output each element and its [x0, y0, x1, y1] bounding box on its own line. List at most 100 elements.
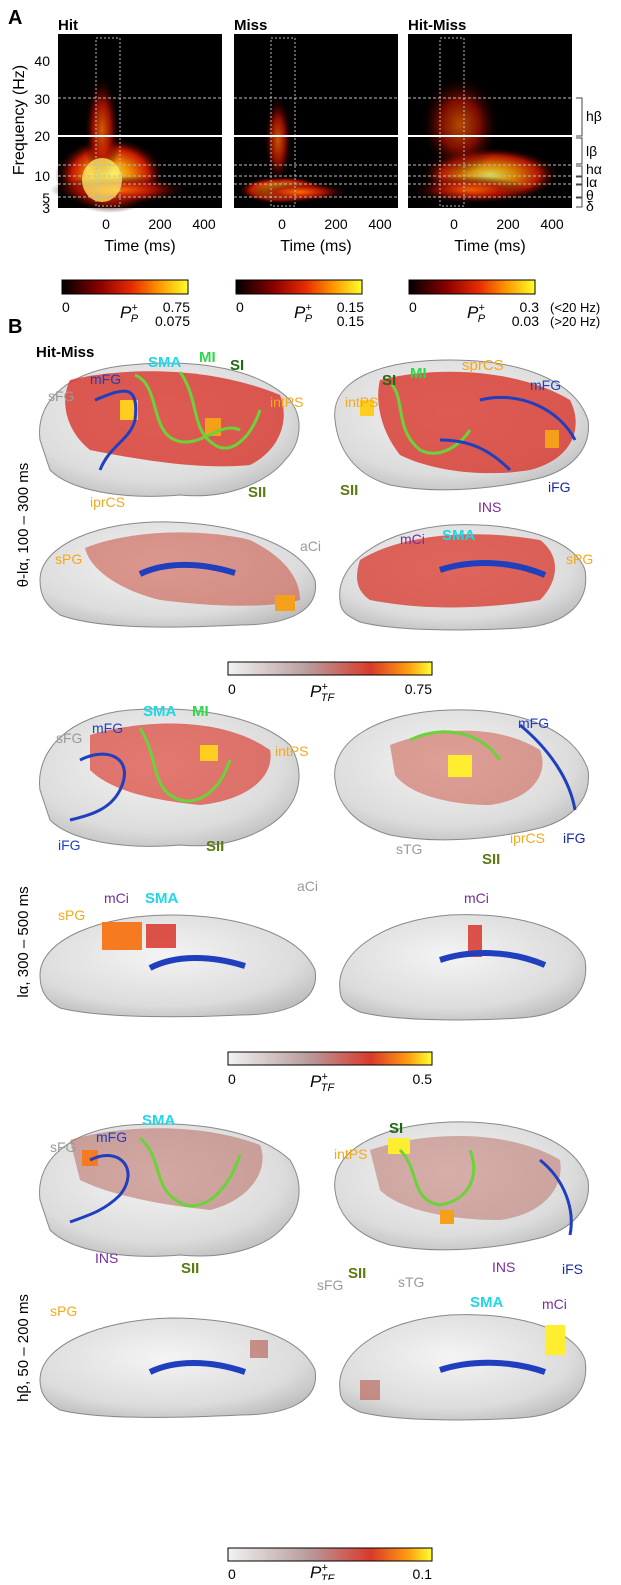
brain-medial-right-row3	[339, 1314, 587, 1421]
brain-lateral-right-row3	[334, 1121, 589, 1251]
colorbar-min: 0	[228, 1071, 236, 1087]
region-label: sTG	[396, 841, 422, 857]
region-label: mFG	[92, 720, 123, 736]
region-label: mFG	[96, 1129, 127, 1145]
brain-lateral-left-row3	[39, 1123, 300, 1257]
region-label: mCi	[400, 531, 425, 547]
colorbar-min: 0	[228, 1566, 236, 1580]
colorbar-label: P+ TF	[310, 1071, 336, 1094]
region-label: SI	[389, 1120, 403, 1137]
x-ticks: 0 200 400 0 200 400 0 200 400	[102, 216, 564, 232]
brain-lateral-right-row2	[334, 709, 589, 841]
region-label: SII	[206, 838, 224, 855]
panel-b-letter: B	[8, 316, 22, 338]
band-label-halpha: hα	[586, 161, 602, 177]
colorbar-label: P+ P	[467, 302, 486, 325]
row-label-1: θ-lα, 100 – 300 ms	[15, 463, 32, 588]
colorbar	[61, 279, 189, 295]
brain-medial-right-row2	[339, 914, 587, 1021]
brain-medial-left-row2	[39, 914, 317, 1018]
y-ticks: 40 30 20 10 5 3	[34, 53, 50, 216]
spectrogram-title-hit: Hit	[58, 17, 78, 34]
colorbar-max: 0.75	[405, 681, 432, 697]
x-tick: 0	[278, 216, 286, 232]
colorbar	[227, 1547, 433, 1562]
y-tick-30: 30	[34, 91, 50, 107]
y-tick-40: 40	[34, 53, 50, 69]
colorbars-panel-a: 0 P+ P 0.75 0.075 0 P+ P 0.15 0.15 0 P+ P 0…	[61, 279, 600, 329]
colorbar	[227, 1051, 433, 1066]
range-label-high: (>20 Hz)	[550, 314, 600, 329]
colorbar-min: 0	[236, 299, 244, 315]
brain-medial-left-row1	[39, 521, 317, 628]
region-label: iFG	[548, 479, 571, 495]
colorbar-row3: 0 0.1 P+ TF	[227, 1547, 433, 1585]
region-label: iFS	[562, 1261, 583, 1277]
y-tick-5: 5	[42, 190, 50, 206]
band-label-lalpha: lα	[586, 174, 597, 190]
region-label: mFG	[530, 377, 561, 393]
region-label: INS	[492, 1259, 515, 1275]
colorbar-max: 0.15	[337, 299, 364, 315]
x-tick: 400	[192, 216, 216, 232]
region-label: SMA	[142, 1112, 176, 1129]
region-label: SMA	[148, 354, 182, 371]
region-label: SII	[340, 482, 358, 499]
colorbar-label: P+ P	[120, 302, 139, 325]
row-label-3: hβ, 50 – 200 ms	[15, 1294, 32, 1402]
region-label: intPS	[270, 394, 303, 410]
spectrogram-hit: Hit	[50, 17, 222, 213]
colorbar-max: 0.3	[520, 299, 540, 315]
region-label: intPS	[275, 743, 308, 759]
region-label: MI	[410, 365, 427, 382]
colorbar-min: 0	[228, 681, 236, 697]
colorbar-row1: 0 0.75 P+ TF	[227, 661, 433, 704]
colorbar-min: 0	[409, 299, 417, 315]
region-label: sFG	[317, 1277, 343, 1293]
region-label: mFG	[518, 715, 549, 731]
region-label: SI	[230, 357, 244, 374]
colorbar-max: 0.5	[413, 1071, 433, 1087]
x-axis-label: Time (ms)	[280, 238, 351, 255]
band-label-hbeta: hβ	[586, 108, 602, 124]
colorbar	[235, 279, 363, 295]
region-label: intPS	[345, 394, 378, 410]
region-label: SI	[382, 372, 396, 389]
colorbar	[227, 661, 433, 676]
spectrogram-title-miss: Miss	[234, 17, 267, 34]
region-label: sPG	[55, 551, 82, 567]
x-tick: 200	[496, 216, 520, 232]
row-label-2: lα, 300 – 500 ms	[15, 886, 32, 997]
colorbar-label: P+ TF	[310, 681, 336, 704]
region-label: mFG	[90, 371, 121, 387]
region-label: SII	[482, 851, 500, 868]
region-label: sFG	[56, 730, 82, 746]
region-label: aCi	[297, 878, 318, 894]
x-tick: 400	[368, 216, 392, 232]
y-axis-label: Frequency (Hz)	[11, 65, 28, 175]
region-label: SMA	[143, 703, 177, 720]
spectrogram-hit-miss: Hit-Miss	[408, 17, 572, 208]
spectrogram-title-hit-miss: Hit-Miss	[408, 17, 466, 34]
y-tick-10: 10	[34, 168, 50, 184]
colorbar-max-low: 0.075	[155, 313, 190, 329]
colorbar-max: 0.1	[413, 1566, 433, 1580]
x-tick: 400	[540, 216, 564, 232]
colorbar-max: 0.75	[163, 299, 190, 315]
x-axis-label: Time (ms)	[454, 238, 525, 255]
region-label: MI	[199, 349, 216, 366]
x-tick: 200	[324, 216, 348, 232]
brain-lateral-right-row1	[334, 359, 589, 491]
region-label: iprCS	[510, 830, 545, 846]
y-tick-3: 3	[42, 200, 50, 216]
region-label: SII	[248, 484, 266, 501]
region-label: sprCS	[462, 357, 504, 374]
x-tick: 0	[102, 216, 110, 232]
region-label: sPG	[58, 907, 85, 923]
brain-medial-left-row3	[39, 1317, 317, 1418]
brain-medial-right-row1	[339, 524, 587, 631]
brain-lateral-left-row2	[39, 708, 300, 847]
region-label: INS	[478, 499, 501, 515]
range-label-low: (<20 Hz)	[550, 300, 600, 315]
